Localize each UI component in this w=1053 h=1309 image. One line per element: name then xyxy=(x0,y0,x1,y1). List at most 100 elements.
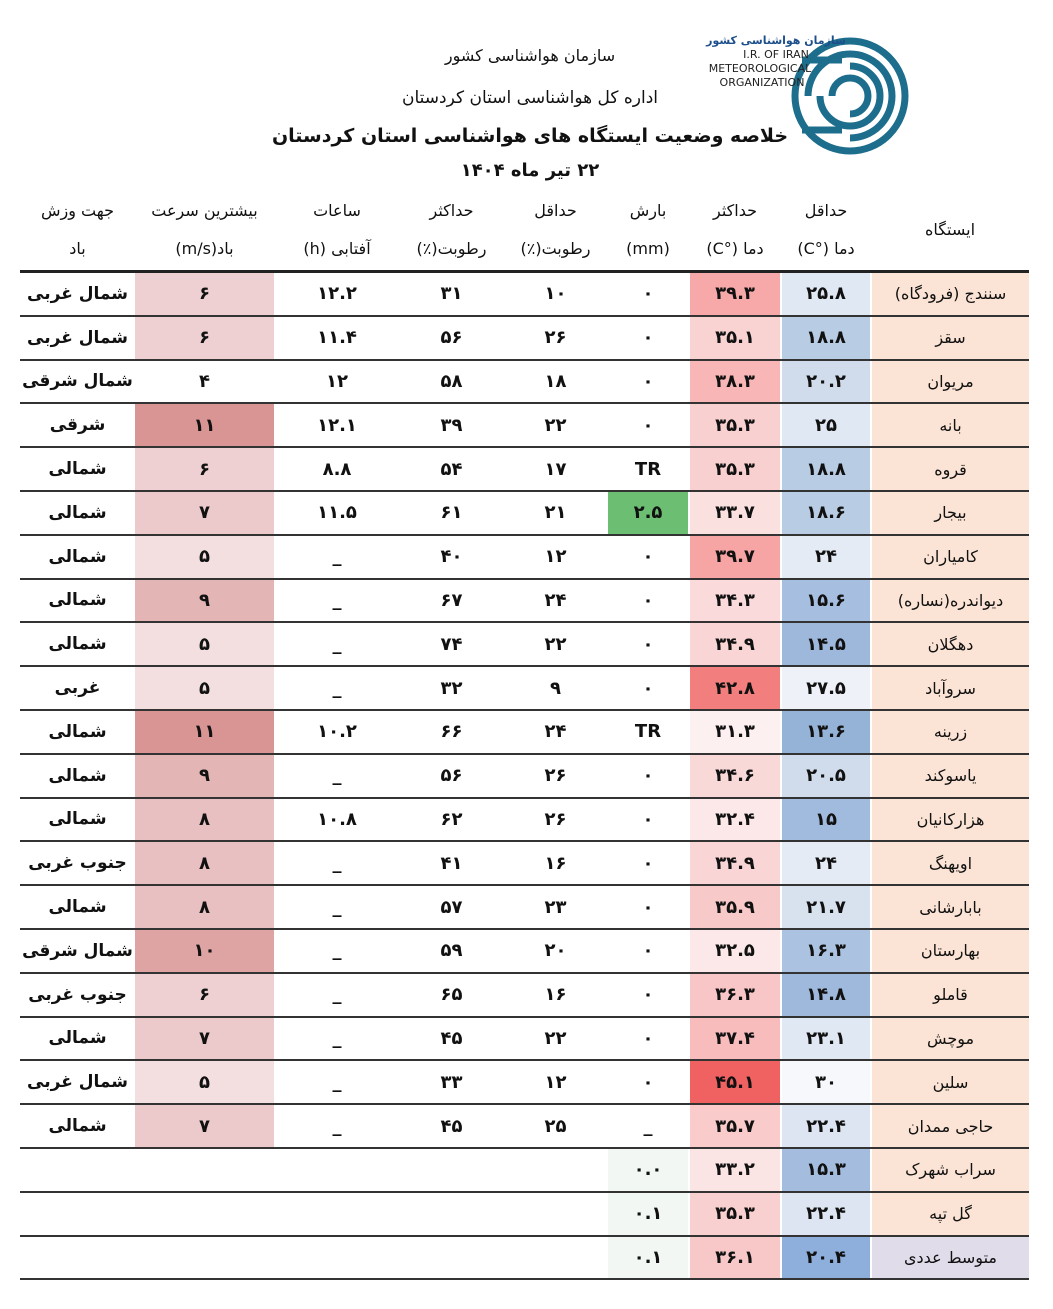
wind-direction-cell: شمالی xyxy=(20,622,134,668)
table-row: قروه ۱۸.۸ ۳۵.۳ TR ۱۷ ۵۴ ۸.۸ ۶ شمالی xyxy=(20,447,1029,492)
wind-direction-cell: جنوب غربی xyxy=(20,972,134,1018)
min-humidity-cell: ۲۴ xyxy=(503,709,607,755)
table-row: سراب شهرک ۱۵.۳ ۳۳.۲ ۰.۰ xyxy=(20,1147,1029,1193)
column-header: حداقل دما (°C) xyxy=(781,190,871,273)
max-temp-cell: ۳۵.۹ xyxy=(688,885,781,930)
min-temp-cell: ۲۱.۷ xyxy=(780,885,871,930)
header-line: ایستگاه xyxy=(924,220,976,239)
table-row: دهگلان ۱۴.۵ ۳۴.۹ ۰ ۲۲ ۷۴ _ ۵ شمالی xyxy=(20,622,1029,668)
header-line: بارش xyxy=(629,201,667,220)
header-line: حداکثر xyxy=(712,201,757,220)
table-row: موچش ۲۳.۱ ۳۷.۴ ۰ ۲۲ ۴۵ _ ۷ شمالی xyxy=(20,1016,1029,1062)
max-wind-speed-cell xyxy=(133,1147,275,1193)
max-wind-speed-cell: ۹ xyxy=(133,578,275,624)
min-temp-cell: ۱۵ xyxy=(780,797,871,843)
wind-direction-cell: غربی xyxy=(20,666,134,711)
header-line: باد xyxy=(69,239,86,258)
station-cell: بیجار xyxy=(870,490,1029,536)
max-wind-speed-cell: ۹ xyxy=(133,753,275,799)
sunshine-hours-cell: _ xyxy=(274,885,399,930)
precipitation-cell: TR xyxy=(606,447,689,492)
table-row: سنندج (فرودگاه) ۲۵.۸ ۳۹.۳ ۰ ۱۰ ۳۱ ۱۲.۲ ۶ شمال غر… xyxy=(20,271,1029,317)
station-cell: مریوان xyxy=(870,359,1029,405)
precipitation-cell: ۰ xyxy=(606,403,689,449)
max-temp-cell: ۳۴.۳ xyxy=(688,578,781,624)
header-line: دما (°C) xyxy=(797,239,855,258)
max-temp-cell: ۳۴.۶ xyxy=(688,753,781,799)
precipitation-cell: ۰ xyxy=(606,753,689,799)
precipitation-cell: ۰ xyxy=(606,578,689,624)
max-temp-cell: ۳۷.۴ xyxy=(688,1016,781,1062)
wind-direction-cell: شمال غربی xyxy=(20,1060,134,1106)
logo-line: ORGANIZATION xyxy=(720,76,805,89)
min-temp-cell: ۱۸.۶ xyxy=(780,490,871,536)
header-line: حداقل xyxy=(534,201,577,220)
max-wind-speed-cell: ۱۰ xyxy=(133,928,275,974)
station-cell: گل تپه xyxy=(870,1191,1029,1237)
max-humidity-cell: ۶۵ xyxy=(398,972,504,1018)
max-wind-speed-cell: ۷ xyxy=(133,1104,275,1149)
max-humidity-cell: ۶۶ xyxy=(398,709,504,755)
station-cell: هزارکانیان xyxy=(870,797,1029,843)
office-name: اداره کل هواشناسی استان کردستان xyxy=(402,88,658,108)
min-humidity-cell: ۲۲ xyxy=(503,1016,607,1062)
header-line: (mm) xyxy=(626,239,670,258)
min-temp-cell: ۲۴ xyxy=(780,534,871,580)
max-wind-speed-cell: ۱۱ xyxy=(133,709,275,755)
max-humidity-cell: ۴۵ xyxy=(398,1016,504,1062)
max-temp-cell: ۳۶.۱ xyxy=(688,1235,781,1281)
max-temp-cell: ۳۴.۹ xyxy=(688,841,781,887)
max-humidity-cell xyxy=(398,1147,504,1193)
max-temp-cell: ۳۲.۴ xyxy=(688,797,781,843)
column-header: حداکثر رطوبت(٪) xyxy=(399,190,504,273)
max-humidity-cell: ۵۹ xyxy=(398,928,504,974)
station-cell: دیواندره(نساره) xyxy=(870,578,1029,624)
table-row: گل تپه ۲۲.۴ ۳۵.۳ ۰.۱ xyxy=(20,1191,1029,1237)
wind-direction-cell: شمالی xyxy=(20,447,134,492)
max-temp-cell: ۳۵.۳ xyxy=(688,1191,781,1237)
max-humidity-cell: ۴۰ xyxy=(398,534,504,580)
max-wind-speed-cell: ۸ xyxy=(133,841,275,887)
logo-fa: سازمان هواشناسی کشور xyxy=(705,34,846,47)
min-temp-cell: ۱۵.۳ xyxy=(780,1147,871,1193)
min-humidity-cell: ۱۶ xyxy=(503,841,607,887)
precipitation-cell: ۰ xyxy=(606,315,689,361)
min-humidity-cell xyxy=(503,1147,607,1193)
min-temp-cell: ۱۴.۸ xyxy=(780,972,871,1018)
max-humidity-cell: ۳۲ xyxy=(398,666,504,711)
wind-direction-cell: شمالی xyxy=(20,1104,134,1149)
table-row: سلین ۳۰ ۴۵.۱ ۰ ۱۲ ۳۳ _ ۵ شمال غربی xyxy=(20,1060,1029,1106)
max-temp-cell: ۳۵.۷ xyxy=(688,1104,781,1149)
precipitation-cell: ۰ xyxy=(606,1060,689,1106)
max-humidity-cell: ۶۷ xyxy=(398,578,504,624)
min-temp-cell: ۱۴.۵ xyxy=(780,622,871,668)
logo-line: METEOROLOGICAL xyxy=(709,62,812,75)
wind-direction-cell: شمالی xyxy=(20,490,134,536)
min-temp-cell: ۲۲.۴ xyxy=(780,1104,871,1149)
max-temp-cell: ۳۵.۳ xyxy=(688,403,781,449)
station-cell: موچش xyxy=(870,1016,1029,1062)
sunshine-hours-cell: ۸.۸ xyxy=(274,447,399,492)
station-cell: یاسوکند xyxy=(870,753,1029,799)
min-humidity-cell: ۲۵ xyxy=(503,1104,607,1149)
max-wind-speed-cell: ۵ xyxy=(133,534,275,580)
column-header: حداقل رطوبت(٪) xyxy=(504,190,607,273)
wind-direction-cell: شمال شرقی xyxy=(20,359,134,405)
sunshine-hours-cell xyxy=(274,1191,399,1237)
date: ۲۲ تیر ماه ۱۴۰۴ xyxy=(460,160,600,181)
max-wind-speed-cell: ۵ xyxy=(133,666,275,711)
max-wind-speed-cell: ۸ xyxy=(133,885,275,930)
max-wind-speed-cell xyxy=(133,1235,275,1281)
max-temp-cell: ۳۹.۷ xyxy=(688,534,781,580)
min-humidity-cell xyxy=(503,1191,607,1237)
wind-direction-cell: شمالی xyxy=(20,797,134,843)
min-temp-cell: ۱۶.۳ xyxy=(780,928,871,974)
header-line: حداقل xyxy=(804,201,848,220)
column-header: ایستگاه xyxy=(871,190,1029,273)
station-cell: بهارستان xyxy=(870,928,1029,974)
max-wind-speed-cell: ۶ xyxy=(133,271,275,317)
max-temp-cell: ۳۴.۹ xyxy=(688,622,781,668)
column-header: ساعات آفتابی (h) xyxy=(275,190,399,273)
min-temp-cell: ۲۴ xyxy=(780,841,871,887)
